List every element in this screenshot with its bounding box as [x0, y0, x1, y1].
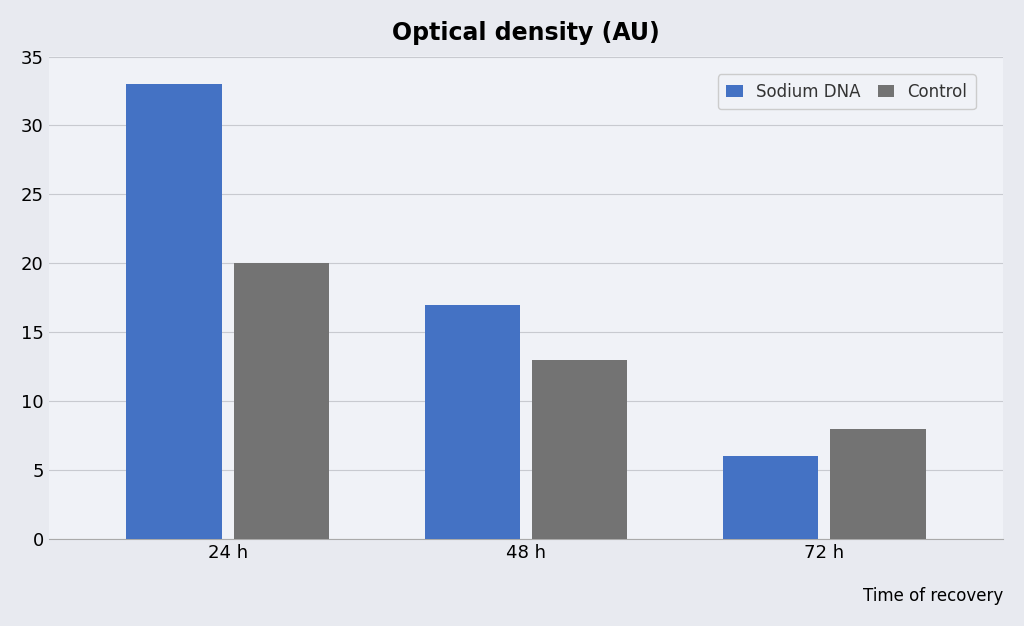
Bar [126, 84, 221, 539]
Bar [233, 264, 329, 539]
Bar [425, 305, 520, 539]
Bar [723, 456, 818, 539]
Bar [830, 429, 926, 539]
Legend: Sodium DNA, Control: Sodium DNA, Control [718, 74, 976, 109]
Text: Time of recovery: Time of recovery [863, 587, 1004, 605]
Title: Optical density (AU): Optical density (AU) [392, 21, 659, 45]
Bar [531, 360, 628, 539]
